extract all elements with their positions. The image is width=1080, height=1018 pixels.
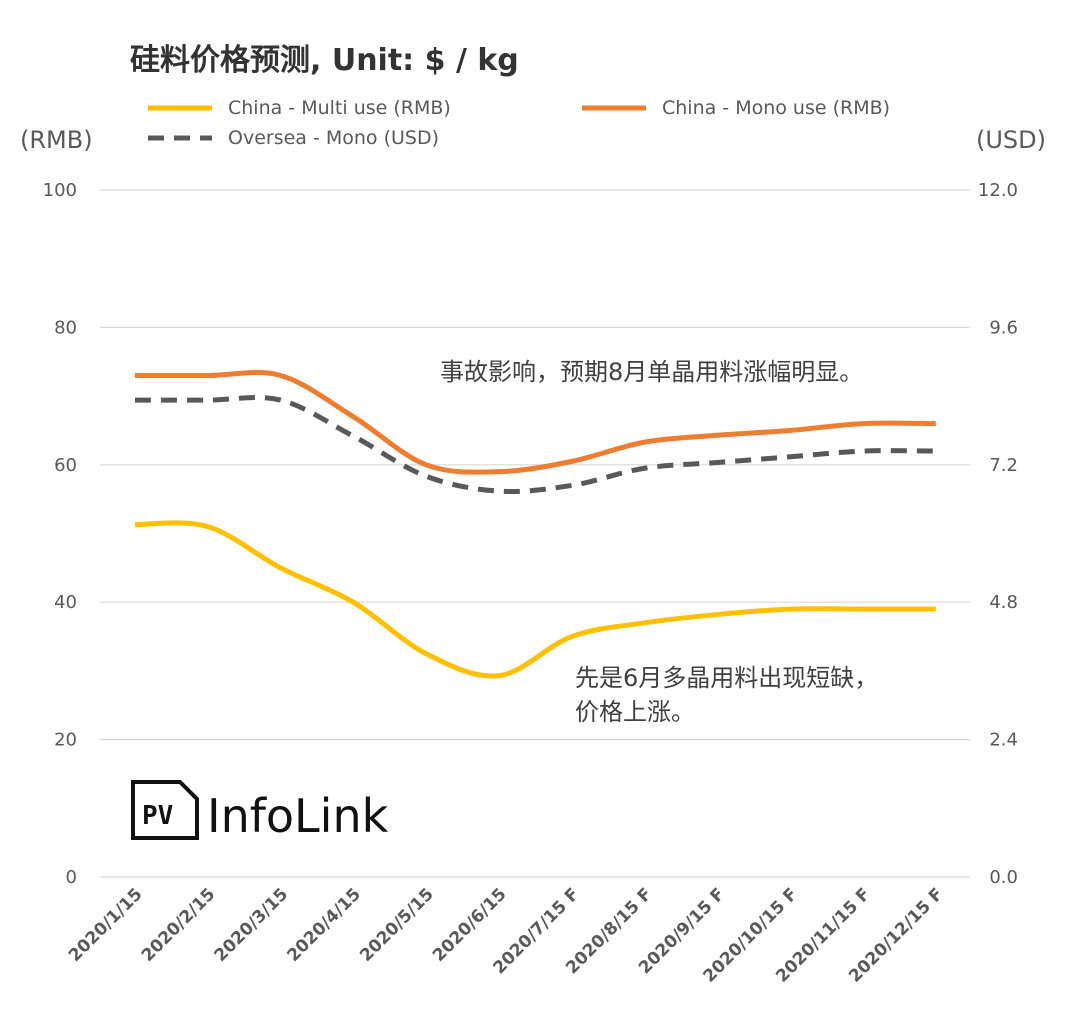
x-tick-label: 2020/3/15	[211, 884, 292, 965]
right-tick-label: 0.0	[989, 867, 1018, 888]
logo-text: InfoLink	[207, 789, 389, 843]
infolink-logo: PV InfoLink	[131, 780, 389, 843]
x-axis-ticks: 2020/1/152020/2/152020/3/152020/4/152020…	[65, 884, 947, 986]
left-axis-label: (RMB)	[20, 126, 93, 154]
right-tick-label: 4.8	[989, 592, 1018, 613]
right-tick-label: 12.0	[978, 180, 1018, 201]
left-tick-label: 20	[54, 730, 77, 751]
legend-label-multi: China - Multi use (RMB)	[228, 97, 451, 119]
legend-label-mono: China - Mono use (RMB)	[662, 97, 890, 119]
x-tick-label: 2020/2/15	[138, 884, 219, 965]
annotation-mono: 事故影响，预期8月单晶用料涨幅明显。	[440, 358, 863, 386]
left-tick-label: 60	[54, 455, 77, 476]
gridlines	[100, 189, 970, 878]
logo-badge-text: PV	[142, 801, 173, 831]
left-tick-label: 100	[43, 180, 77, 201]
legend-label-oversea: Oversea - Mono (USD)	[228, 127, 439, 149]
series-line-0	[134, 520, 936, 679]
right-tick-label: 7.2	[989, 455, 1018, 476]
series-line-2	[135, 394, 936, 494]
x-tick-label: 2020/4/15	[283, 884, 364, 965]
logo-badge-icon	[131, 780, 199, 840]
series-line-1	[135, 369, 936, 475]
right-axis-label: (USD)	[976, 126, 1046, 154]
chart-title: 硅料价格预测, Unit: $ / kg	[130, 43, 519, 78]
legend: China - Multi use (RMB) China - Mono use…	[148, 97, 890, 149]
series-lines	[134, 369, 936, 679]
right-tick-label: 2.4	[989, 730, 1018, 751]
right-tick-label: 9.6	[989, 317, 1018, 338]
left-tick-label: 80	[54, 317, 77, 338]
left-tick-label: 0	[66, 867, 77, 888]
x-tick-label: 2020/5/15	[356, 884, 437, 965]
x-tick-label: 2020/6/15	[429, 884, 510, 965]
annotation-multi-line1: 先是6月多晶用料出现短缺，	[575, 664, 878, 692]
x-tick-label: 2020/1/15	[65, 884, 146, 965]
left-axis-ticks: 0 20 40 60 80 100	[43, 180, 77, 888]
annotation-multi-line2: 价格上涨。	[575, 698, 695, 726]
left-tick-label: 40	[54, 592, 77, 613]
right-axis-ticks: 0.0 2.4 4.8 7.2 9.6 12.0	[978, 180, 1018, 888]
